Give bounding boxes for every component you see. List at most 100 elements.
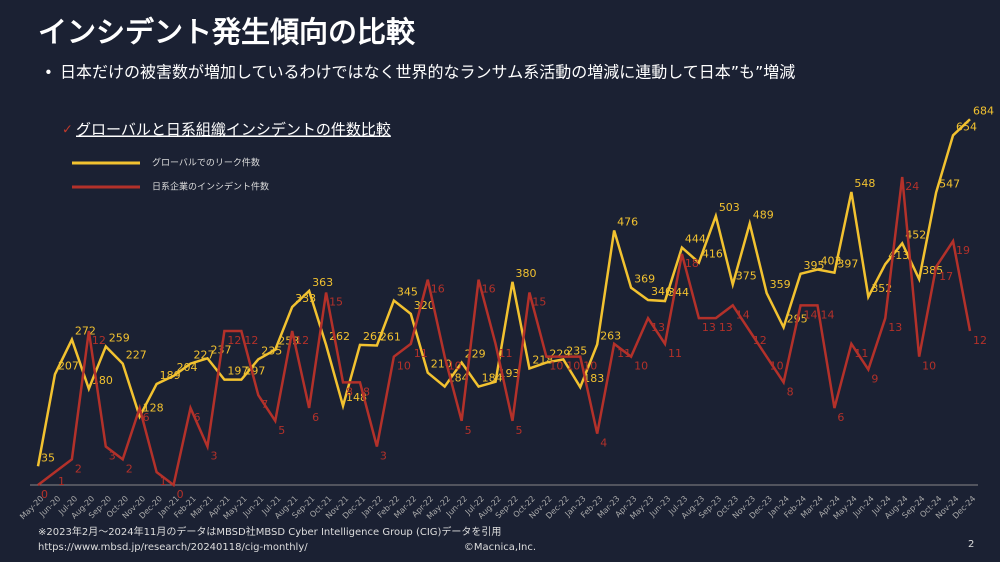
data-label: 489 (753, 209, 774, 222)
data-label: 272 (75, 325, 96, 338)
data-label: 395 (804, 259, 825, 272)
data-label: 476 (617, 215, 638, 228)
data-label: 227 (194, 349, 215, 362)
data-label: 684 (973, 104, 994, 117)
data-label: 11 (414, 347, 428, 360)
data-label: 2 (126, 462, 133, 475)
data-label: 8 (787, 385, 794, 398)
bullet-text: 日本だけの被害数が増加しているわけではなく世界的なランサム系活動の増減に連動して… (60, 63, 795, 82)
data-label: 3 (380, 450, 387, 463)
data-label: 4 (600, 437, 607, 450)
data-label: 13 (888, 321, 902, 334)
data-label: 385 (922, 264, 943, 277)
series-line (36, 118, 971, 467)
data-label: 184 (482, 372, 503, 385)
data-label: 184 (448, 372, 469, 385)
data-label: 444 (685, 233, 706, 246)
data-label: 0 (41, 488, 48, 501)
data-label: 10 (922, 360, 936, 373)
data-label: 352 (871, 282, 892, 295)
data-label: 10 (583, 360, 597, 373)
data-label: 359 (770, 278, 791, 291)
data-label: 369 (634, 273, 655, 286)
data-label: 5 (465, 424, 472, 437)
copyright: ©Macnica,Inc. (464, 542, 536, 553)
data-label: 5 (278, 424, 285, 437)
data-label: 207 (58, 359, 79, 372)
data-label: 148 (346, 391, 367, 404)
data-label: 12 (973, 334, 987, 347)
data-label: 0 (177, 488, 184, 501)
data-label: 13 (719, 321, 733, 334)
data-label: 14 (804, 308, 818, 321)
data-label: 24 (905, 180, 919, 193)
data-label: 19 (956, 244, 970, 257)
data-label: 263 (600, 329, 621, 342)
data-label: 14 (820, 308, 834, 321)
data-label: 235 (566, 344, 587, 357)
chart-title: グローバルと日系組織インシデントの件数比較 (76, 121, 391, 139)
data-label: 189 (160, 369, 181, 382)
data-label: 6 (837, 411, 844, 424)
data-label: 3 (210, 450, 217, 463)
data-label: 11 (854, 347, 868, 360)
data-label: 16 (431, 283, 445, 296)
data-label: 10 (397, 360, 411, 373)
footnote: ※2023年2月～2024年11月のデータはMBSD社MBSD Cyber In… (38, 525, 501, 538)
data-label: 183 (583, 372, 604, 385)
data-label: 503 (719, 201, 740, 214)
data-label: 9 (871, 373, 878, 386)
data-label: 15 (329, 296, 343, 309)
data-label: 11 (668, 347, 682, 360)
data-label: 548 (854, 177, 875, 190)
data-label: 229 (465, 348, 486, 361)
data-label: 261 (380, 330, 401, 343)
data-label: 15 (532, 296, 546, 309)
data-label: 344 (668, 286, 689, 299)
data-label: 227 (126, 349, 147, 362)
bullet-mark: • (44, 64, 53, 82)
data-label: 11 (499, 347, 513, 360)
data-label: 10 (549, 360, 563, 373)
data-label: 8 (346, 385, 353, 398)
data-label: 17 (939, 270, 953, 283)
data-label: 1 (58, 475, 65, 488)
data-label: 2 (75, 462, 82, 475)
data-label: 262 (329, 330, 350, 343)
data-label: 16 (482, 283, 496, 296)
data-label: 363 (312, 276, 333, 289)
data-label: 14 (736, 308, 750, 321)
data-label: 1 (160, 475, 167, 488)
data-label: 128 (143, 402, 164, 415)
data-label: 10 (566, 360, 580, 373)
data-label: 197 (244, 365, 265, 378)
check-mark: ✓ (62, 123, 73, 138)
data-label: 10 (448, 360, 462, 373)
data-label: 654 (956, 120, 977, 133)
data-label: 12 (753, 334, 767, 347)
data-label: 13 (702, 321, 716, 334)
legend-label: 日系企業のインシデント件数 (152, 181, 269, 193)
data-label: 345 (397, 286, 418, 299)
data-label: 11 (617, 347, 631, 360)
data-label: 7 (261, 398, 268, 411)
data-label: 375 (736, 269, 757, 282)
data-label: 380 (515, 267, 536, 280)
data-label: 3 (109, 450, 116, 463)
data-label: 12 (227, 334, 241, 347)
data-label: 397 (837, 258, 858, 271)
data-label: 204 (177, 361, 198, 374)
data-label: 18 (685, 257, 699, 270)
series-line (37, 176, 972, 488)
legend-label: グローバルでのリーク件数 (152, 157, 260, 169)
data-label: 10 (770, 360, 784, 373)
data-label: 403 (820, 255, 841, 268)
data-label: 416 (702, 248, 723, 261)
data-label: 5 (515, 424, 522, 437)
data-label: 235 (261, 344, 282, 357)
data-label: 6 (143, 411, 150, 424)
data-label: 262 (363, 330, 384, 343)
